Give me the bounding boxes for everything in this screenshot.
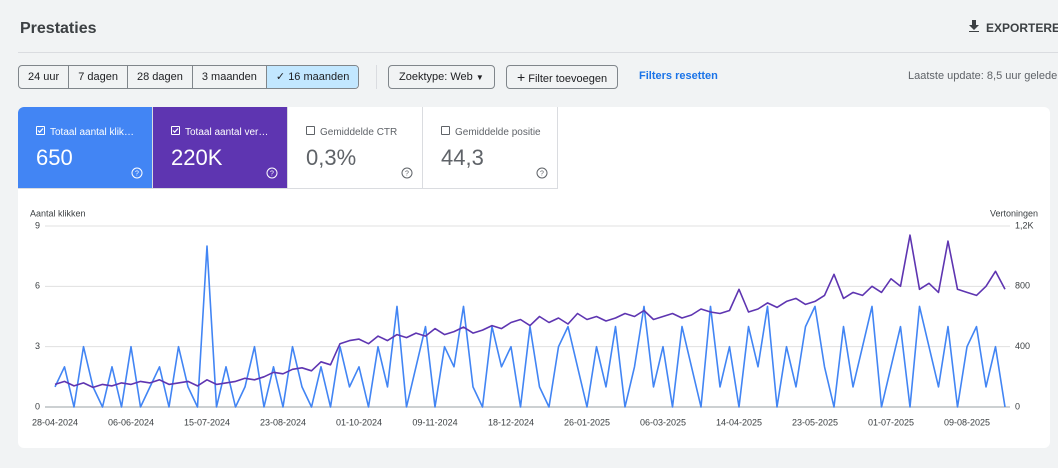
metric-tile[interactable]: Gemiddelde positie 44,3? <box>423 107 558 189</box>
metric-tile[interactable]: Totaal aantal klikken 650? <box>18 107 153 189</box>
download-icon <box>969 20 979 32</box>
range-button[interactable]: 7 dagen <box>69 66 128 88</box>
y2-tick-label: 800 <box>1015 281 1030 291</box>
y2-axis-title: Vertoningen <box>990 208 1038 218</box>
y-tick-label: 6 <box>35 281 40 291</box>
y-tick-label: 0 <box>35 401 40 411</box>
x-tick-label: 28-04-2024 <box>32 417 78 427</box>
svg-text:?: ? <box>405 170 409 177</box>
x-tick-label: 14-04-2025 <box>716 417 762 427</box>
help-icon[interactable]: ? <box>266 167 278 179</box>
export-button[interactable]: EXPORTEREN <box>968 20 1058 35</box>
x-tick-label: 09-11-2024 <box>412 417 457 427</box>
separator <box>376 65 377 89</box>
y2-tick-label: 1,2K <box>1015 220 1034 230</box>
help-icon[interactable]: ? <box>401 167 413 179</box>
x-tick-label: 18-12-2024 <box>488 417 534 427</box>
range-button[interactable]: ✓ 16 maanden <box>266 66 359 88</box>
metric-label: Gemiddelde positie <box>455 127 541 138</box>
metric-label: Gemiddelde CTR <box>320 127 398 138</box>
x-tick-label: 23-05-2025 <box>792 417 838 427</box>
x-tick-label: 01-07-2025 <box>868 417 914 427</box>
divider <box>18 52 1058 53</box>
range-selector: 24 uur 7 dagen 28 dagen 3 maanden ✓ 16 m… <box>18 65 360 89</box>
metric-tile[interactable]: Totaal aantal vertoningen 220K? <box>153 107 288 189</box>
series-line <box>54 234 1006 389</box>
add-filter-label: Filter toevoegen <box>528 73 608 85</box>
svg-text:?: ? <box>540 170 544 177</box>
add-filter-button[interactable]: + Filter toevoegen <box>506 65 619 89</box>
x-tick-label: 23-08-2024 <box>260 417 306 427</box>
search-type-button[interactable]: Zoektype: Web ▼ <box>388 65 495 89</box>
metric-label: Totaal aantal klikken <box>50 127 136 138</box>
y-axis-title: Aantal klikken <box>30 208 86 218</box>
x-tick-label: 09-08-2025 <box>944 417 990 427</box>
help-icon[interactable]: ? <box>131 167 143 179</box>
x-tick-label: 15-07-2024 <box>184 417 230 427</box>
export-label: EXPORTEREN <box>986 21 1058 35</box>
page-title: Prestaties <box>20 20 97 37</box>
range-button[interactable]: 24 uur <box>19 66 70 88</box>
x-tick-label: 06-06-2024 <box>108 417 154 427</box>
metric-value: 650 <box>36 145 73 170</box>
x-tick-label: 26-01-2025 <box>564 417 610 427</box>
series-line <box>54 245 1006 408</box>
x-tick-label: 01-10-2024 <box>336 417 382 427</box>
range-button[interactable]: 28 dagen <box>128 66 193 88</box>
x-tick-label: 06-03-2025 <box>640 417 686 427</box>
reset-filters-link[interactable]: Filters resetten <box>639 70 718 82</box>
last-update: Laatste update: 8,5 uur geleden <box>908 70 1058 82</box>
help-icon[interactable]: ? <box>536 167 548 179</box>
metric-value: 44,3 <box>441 145 484 170</box>
y-tick-label: 3 <box>35 341 40 351</box>
y2-tick-label: 0 <box>1015 401 1020 411</box>
svg-text:?: ? <box>135 170 139 177</box>
metric-label: Totaal aantal vertoningen <box>185 127 271 138</box>
y-tick-label: 9 <box>35 220 40 230</box>
metric-value: 220K <box>171 145 223 170</box>
metric-value: 0,3% <box>306 145 357 170</box>
metric-tile[interactable]: Gemiddelde CTR 0,3%? <box>288 107 423 189</box>
search-type-label: Zoektype: Web <box>399 71 473 83</box>
range-button[interactable]: 3 maanden <box>193 66 267 88</box>
chart: Aantal klikken Vertoningen 0 3 6 9 0 400 800 1,… <box>30 208 1038 427</box>
y2-tick-label: 400 <box>1015 341 1030 351</box>
svg-text:?: ? <box>270 170 274 177</box>
